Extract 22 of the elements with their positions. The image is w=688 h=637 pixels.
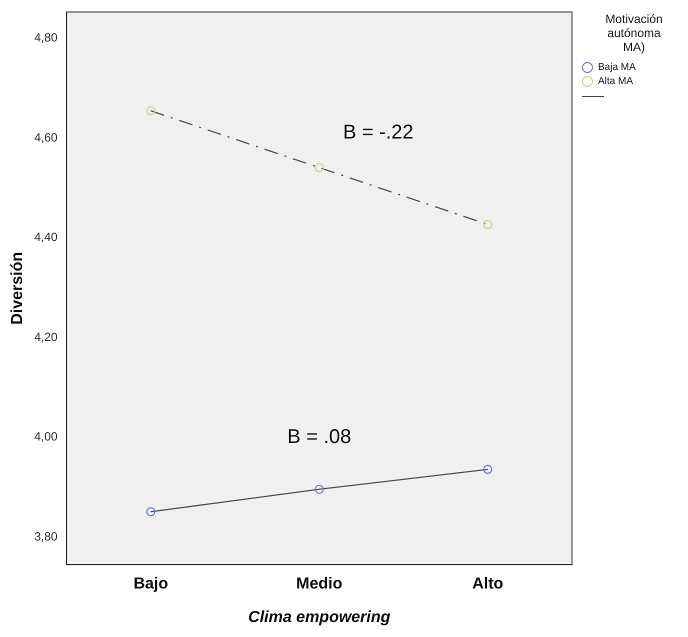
y-tick-label: 4,40 bbox=[34, 230, 58, 244]
x-tick-label: Alto bbox=[472, 576, 504, 593]
legend-title: Motivación autónoma MA) bbox=[604, 12, 664, 54]
point bbox=[483, 464, 492, 474]
x-tick-label: Medio bbox=[296, 576, 343, 593]
point bbox=[146, 106, 156, 116]
point bbox=[314, 484, 324, 494]
point bbox=[146, 507, 156, 516]
y-axis-title: Diversión bbox=[9, 252, 26, 325]
point bbox=[483, 220, 492, 230]
legend-label: Baja MA bbox=[598, 62, 636, 72]
x-axis-title: Clima empowering bbox=[248, 608, 391, 626]
y-tick-label: 4,80 bbox=[34, 30, 58, 45]
y-tick-label: 3,80 bbox=[34, 529, 58, 544]
x-tick-label: Bajo bbox=[133, 576, 168, 593]
y-tick-label: 4,60 bbox=[34, 130, 58, 144]
point bbox=[314, 163, 324, 172]
annotation: B = -.22 bbox=[342, 122, 414, 144]
legend-label: Alta MA bbox=[598, 76, 634, 86]
annotation: B = .08 bbox=[287, 426, 352, 448]
y-tick-label: 4,00 bbox=[34, 430, 58, 444]
y-tick-label: 4,20 bbox=[34, 330, 58, 344]
